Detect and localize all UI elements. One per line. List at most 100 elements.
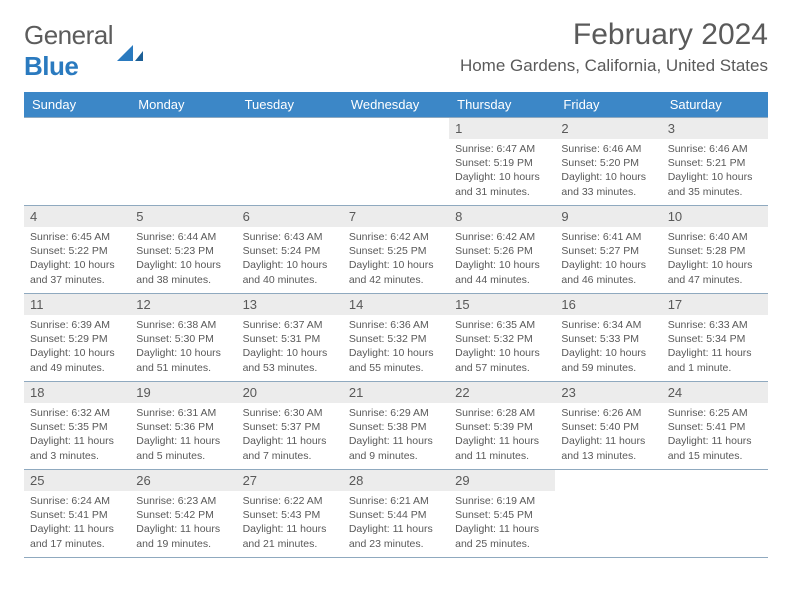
day-number: 5 <box>130 206 236 227</box>
col-header: Sunday <box>24 92 130 118</box>
day-details: Sunrise: 6:31 AMSunset: 5:36 PMDaylight:… <box>130 403 236 467</box>
day-details: Sunrise: 6:24 AMSunset: 5:41 PMDaylight:… <box>24 491 130 555</box>
day-cell: 22Sunrise: 6:28 AMSunset: 5:39 PMDayligh… <box>449 382 555 470</box>
col-header: Monday <box>130 92 236 118</box>
day-number: 26 <box>130 470 236 491</box>
day-cell: 28Sunrise: 6:21 AMSunset: 5:44 PMDayligh… <box>343 470 449 558</box>
day-cell: 14Sunrise: 6:36 AMSunset: 5:32 PMDayligh… <box>343 294 449 382</box>
day-cell: 25Sunrise: 6:24 AMSunset: 5:41 PMDayligh… <box>24 470 130 558</box>
day-number: 18 <box>24 382 130 403</box>
day-cell: 13Sunrise: 6:37 AMSunset: 5:31 PMDayligh… <box>237 294 343 382</box>
day-number: 1 <box>449 118 555 139</box>
day-cell: 29Sunrise: 6:19 AMSunset: 5:45 PMDayligh… <box>449 470 555 558</box>
day-details: Sunrise: 6:21 AMSunset: 5:44 PMDaylight:… <box>343 491 449 555</box>
day-details: Sunrise: 6:47 AMSunset: 5:19 PMDaylight:… <box>449 139 555 203</box>
day-number: 3 <box>662 118 768 139</box>
day-number: 19 <box>130 382 236 403</box>
day-number: 25 <box>24 470 130 491</box>
day-cell: 21Sunrise: 6:29 AMSunset: 5:38 PMDayligh… <box>343 382 449 470</box>
empty-cell <box>237 118 343 206</box>
header: General Blue February 2024 Home Gardens,… <box>24 18 768 82</box>
day-cell: 27Sunrise: 6:22 AMSunset: 5:43 PMDayligh… <box>237 470 343 558</box>
header-right: February 2024 Home Gardens, California, … <box>460 18 768 76</box>
day-number: 4 <box>24 206 130 227</box>
brand-word1: General <box>24 20 113 50</box>
day-details: Sunrise: 6:37 AMSunset: 5:31 PMDaylight:… <box>237 315 343 379</box>
day-cell: 11Sunrise: 6:39 AMSunset: 5:29 PMDayligh… <box>24 294 130 382</box>
day-details: Sunrise: 6:35 AMSunset: 5:32 PMDaylight:… <box>449 315 555 379</box>
day-number: 27 <box>237 470 343 491</box>
col-header: Tuesday <box>237 92 343 118</box>
day-cell: 10Sunrise: 6:40 AMSunset: 5:28 PMDayligh… <box>662 206 768 294</box>
col-header: Thursday <box>449 92 555 118</box>
day-number: 22 <box>449 382 555 403</box>
day-number: 16 <box>555 294 661 315</box>
day-number: 21 <box>343 382 449 403</box>
day-cell: 15Sunrise: 6:35 AMSunset: 5:32 PMDayligh… <box>449 294 555 382</box>
empty-cell <box>24 118 130 206</box>
day-details: Sunrise: 6:38 AMSunset: 5:30 PMDaylight:… <box>130 315 236 379</box>
calendar-head: SundayMondayTuesdayWednesdayThursdayFrid… <box>24 92 768 118</box>
day-cell: 24Sunrise: 6:25 AMSunset: 5:41 PMDayligh… <box>662 382 768 470</box>
day-cell: 23Sunrise: 6:26 AMSunset: 5:40 PMDayligh… <box>555 382 661 470</box>
day-details: Sunrise: 6:34 AMSunset: 5:33 PMDaylight:… <box>555 315 661 379</box>
col-header: Wednesday <box>343 92 449 118</box>
day-cell: 12Sunrise: 6:38 AMSunset: 5:30 PMDayligh… <box>130 294 236 382</box>
empty-cell <box>130 118 236 206</box>
day-details: Sunrise: 6:44 AMSunset: 5:23 PMDaylight:… <box>130 227 236 291</box>
col-header: Saturday <box>662 92 768 118</box>
day-details: Sunrise: 6:30 AMSunset: 5:37 PMDaylight:… <box>237 403 343 467</box>
day-details: Sunrise: 6:19 AMSunset: 5:45 PMDaylight:… <box>449 491 555 555</box>
page-title: February 2024 <box>460 18 768 52</box>
day-number: 29 <box>449 470 555 491</box>
day-cell: 26Sunrise: 6:23 AMSunset: 5:42 PMDayligh… <box>130 470 236 558</box>
day-cell: 6Sunrise: 6:43 AMSunset: 5:24 PMDaylight… <box>237 206 343 294</box>
day-cell: 16Sunrise: 6:34 AMSunset: 5:33 PMDayligh… <box>555 294 661 382</box>
day-number: 12 <box>130 294 236 315</box>
day-details: Sunrise: 6:45 AMSunset: 5:22 PMDaylight:… <box>24 227 130 291</box>
day-number: 2 <box>555 118 661 139</box>
day-details: Sunrise: 6:29 AMSunset: 5:38 PMDaylight:… <box>343 403 449 467</box>
day-cell: 8Sunrise: 6:42 AMSunset: 5:26 PMDaylight… <box>449 206 555 294</box>
day-details: Sunrise: 6:25 AMSunset: 5:41 PMDaylight:… <box>662 403 768 467</box>
calendar-table: SundayMondayTuesdayWednesdayThursdayFrid… <box>24 92 768 558</box>
empty-cell <box>662 470 768 558</box>
day-details: Sunrise: 6:46 AMSunset: 5:21 PMDaylight:… <box>662 139 768 203</box>
day-cell: 9Sunrise: 6:41 AMSunset: 5:27 PMDaylight… <box>555 206 661 294</box>
day-number: 11 <box>24 294 130 315</box>
empty-cell <box>555 470 661 558</box>
brand-logo: General Blue <box>24 18 145 82</box>
day-cell: 17Sunrise: 6:33 AMSunset: 5:34 PMDayligh… <box>662 294 768 382</box>
day-cell: 1Sunrise: 6:47 AMSunset: 5:19 PMDaylight… <box>449 118 555 206</box>
empty-cell <box>343 118 449 206</box>
day-details: Sunrise: 6:41 AMSunset: 5:27 PMDaylight:… <box>555 227 661 291</box>
day-cell: 3Sunrise: 6:46 AMSunset: 5:21 PMDaylight… <box>662 118 768 206</box>
day-number: 10 <box>662 206 768 227</box>
day-details: Sunrise: 6:26 AMSunset: 5:40 PMDaylight:… <box>555 403 661 467</box>
day-number: 28 <box>343 470 449 491</box>
day-cell: 20Sunrise: 6:30 AMSunset: 5:37 PMDayligh… <box>237 382 343 470</box>
day-cell: 7Sunrise: 6:42 AMSunset: 5:25 PMDaylight… <box>343 206 449 294</box>
day-number: 24 <box>662 382 768 403</box>
day-details: Sunrise: 6:42 AMSunset: 5:26 PMDaylight:… <box>449 227 555 291</box>
col-header: Friday <box>555 92 661 118</box>
calendar-body: 1Sunrise: 6:47 AMSunset: 5:19 PMDaylight… <box>24 118 768 558</box>
day-details: Sunrise: 6:42 AMSunset: 5:25 PMDaylight:… <box>343 227 449 291</box>
location-text: Home Gardens, California, United States <box>460 56 768 76</box>
day-cell: 4Sunrise: 6:45 AMSunset: 5:22 PMDaylight… <box>24 206 130 294</box>
day-number: 14 <box>343 294 449 315</box>
day-cell: 5Sunrise: 6:44 AMSunset: 5:23 PMDaylight… <box>130 206 236 294</box>
brand-text: General Blue <box>24 20 113 82</box>
day-details: Sunrise: 6:39 AMSunset: 5:29 PMDaylight:… <box>24 315 130 379</box>
day-details: Sunrise: 6:36 AMSunset: 5:32 PMDaylight:… <box>343 315 449 379</box>
day-cell: 19Sunrise: 6:31 AMSunset: 5:36 PMDayligh… <box>130 382 236 470</box>
day-number: 20 <box>237 382 343 403</box>
day-details: Sunrise: 6:33 AMSunset: 5:34 PMDaylight:… <box>662 315 768 379</box>
day-number: 9 <box>555 206 661 227</box>
day-number: 15 <box>449 294 555 315</box>
day-number: 8 <box>449 206 555 227</box>
sail-icon <box>117 45 145 63</box>
day-details: Sunrise: 6:22 AMSunset: 5:43 PMDaylight:… <box>237 491 343 555</box>
day-number: 7 <box>343 206 449 227</box>
day-number: 17 <box>662 294 768 315</box>
